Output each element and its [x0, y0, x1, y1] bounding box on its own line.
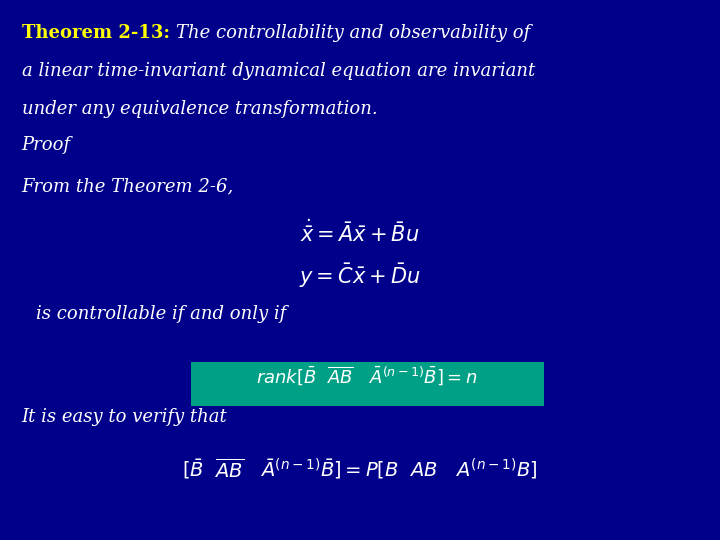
Text: The controllability and observability of: The controllability and observability of — [176, 24, 531, 42]
Text: Theorem 2-13:: Theorem 2-13: — [22, 24, 176, 42]
Text: It is easy to verify that: It is easy to verify that — [22, 408, 228, 426]
Text: $[\bar{B}\ \ \overline{AB}\ \ \ \bar{A}^{(n-1)}\bar{B}] = P[B\ \ AB\ \ \ A^{(n-1: $[\bar{B}\ \ \overline{AB}\ \ \ \bar{A}^… — [182, 456, 538, 481]
Text: is controllable if and only if: is controllable if and only if — [36, 305, 287, 323]
Text: Proof: Proof — [22, 136, 71, 154]
FancyBboxPatch shape — [191, 362, 544, 406]
Text: under any equivalence transformation.: under any equivalence transformation. — [22, 100, 377, 118]
Text: $y = \bar{C}\bar{x} + \bar{D}u$: $y = \bar{C}\bar{x} + \bar{D}u$ — [300, 262, 420, 290]
Text: From the Theorem 2-6,: From the Theorem 2-6, — [22, 177, 234, 195]
Text: a linear time-invariant dynamical equation are invariant: a linear time-invariant dynamical equati… — [22, 62, 535, 80]
Text: $\mathit{rank}[\bar{B}\ \ \overline{AB}\ \ \ \bar{A}^{(n-1)}\bar{B}] = n$: $\mathit{rank}[\bar{B}\ \ \overline{AB}\… — [256, 364, 478, 387]
Text: $\dot{\bar{x}}= \bar{A}\bar{x} + \bar{B}u$: $\dot{\bar{x}}= \bar{A}\bar{x} + \bar{B}… — [300, 219, 420, 246]
